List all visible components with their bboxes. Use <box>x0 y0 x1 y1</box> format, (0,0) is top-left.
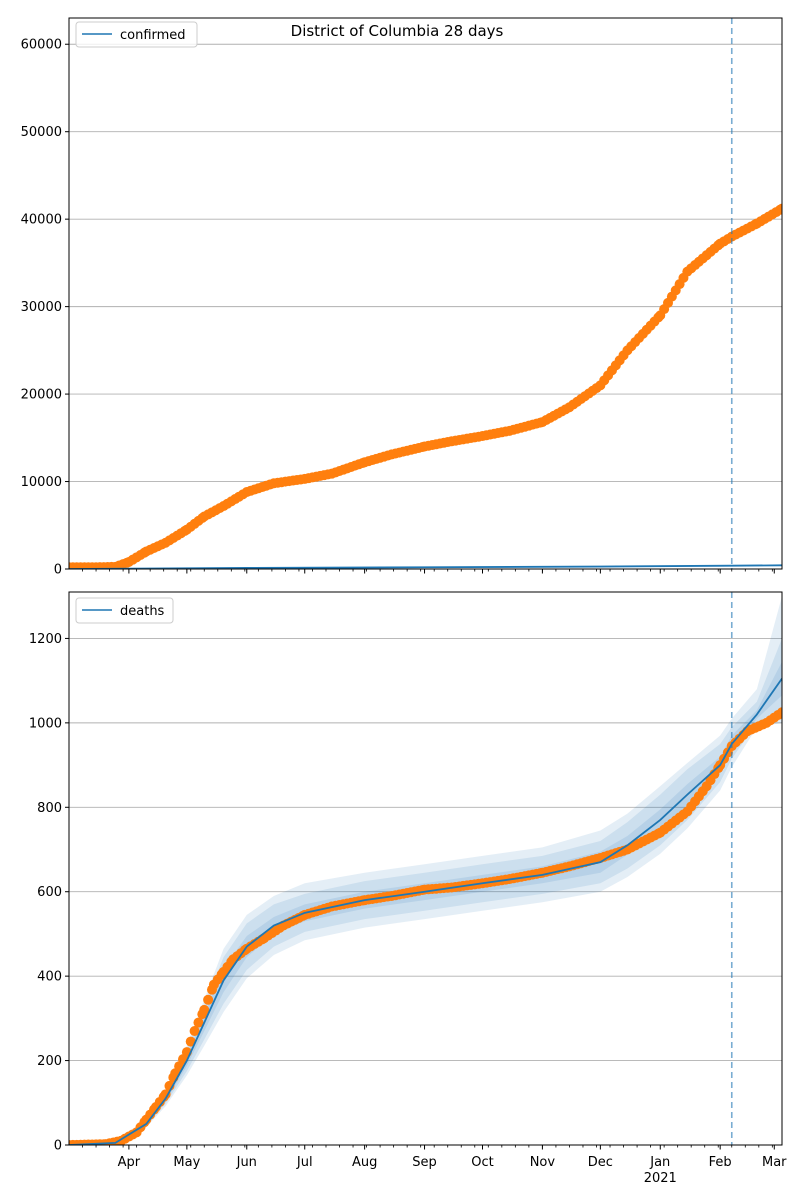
deaths-x-tick-label: May <box>173 1155 200 1170</box>
confirmed-model-line-path <box>69 564 782 569</box>
deaths-y-tick-label: 1200 <box>29 632 62 647</box>
deaths-y-tick-label: 1000 <box>29 716 62 731</box>
figure-title: District of Columbia 28 days <box>291 22 504 40</box>
deaths-x-tick-label: Jan <box>649 1155 670 1170</box>
confirmed-y-tick-label: 40000 <box>21 213 62 228</box>
deaths-panel: 0 200 400 600 800 1000 1200 Apr May Jun Jul Aug Sep… <box>29 591 787 1186</box>
deaths-plot-frame <box>68 591 783 1146</box>
confirmed-y-axis: 0 10000 20000 30000 40000 50000 60000 <box>21 38 69 578</box>
confirmed-observed-point <box>777 203 782 214</box>
deaths-y-tick-label: 600 <box>37 885 62 900</box>
deaths-observed-point <box>199 1004 210 1015</box>
deaths-y-tick-label: 0 <box>54 1139 62 1154</box>
deaths-x-tick-label: Sep <box>412 1155 437 1170</box>
deaths-observed-point <box>189 1026 200 1037</box>
deaths-x-tick-label: Nov <box>530 1155 556 1170</box>
confirmed-x-axis <box>82 569 775 574</box>
confirmed-model-line <box>69 564 782 569</box>
deaths-x-tick-label: Oct <box>471 1155 493 1170</box>
confirmed-plot-frame <box>68 17 783 570</box>
deaths-observed-point <box>193 1017 204 1028</box>
deaths-legend: deaths <box>75 597 174 624</box>
deaths-legend-label: deaths <box>120 604 165 619</box>
confirmed-y-tick-label: 0 <box>54 563 62 578</box>
confirmed-observed-points <box>69 203 782 569</box>
deaths-x-tick-label: Aug <box>352 1155 377 1170</box>
deaths-x-year-label: 2021 <box>644 1171 677 1186</box>
deaths-model-line-path <box>69 678 782 1145</box>
confirmed-y-tick-label: 50000 <box>21 125 62 140</box>
deaths-x-axis: Apr May Jun Jul Aug Sep Oct Nov Dec Jan Feb Mar 2021 <box>82 1145 787 1186</box>
deaths-y-tick-label: 200 <box>37 1054 62 1069</box>
confirmed-legend: confirmed <box>75 21 198 48</box>
confirmed-y-tick-label: 20000 <box>21 388 62 403</box>
deaths-x-tick-label: Jul <box>296 1155 313 1170</box>
deaths-x-tick-label: Dec <box>588 1155 613 1170</box>
deaths-x-tick-label: Jun <box>236 1155 257 1170</box>
confirmed-legend-label: confirmed <box>120 28 186 43</box>
deaths-y-tick-label: 400 <box>37 970 62 985</box>
deaths-x-tick-label: Mar <box>762 1155 787 1170</box>
deaths-observed-point <box>160 1089 171 1100</box>
confirmed-panel: 0 10000 20000 30000 40000 50000 60000 confirme… <box>21 17 783 578</box>
deaths-legend-box <box>75 597 174 624</box>
deaths-x-tick-label: Feb <box>709 1155 732 1170</box>
confirmed-legend-box <box>75 21 198 48</box>
deaths-observed-point <box>203 994 214 1005</box>
deaths-model-line <box>69 678 782 1145</box>
deaths-observed-point <box>777 707 782 718</box>
deaths-observed-point <box>185 1036 196 1047</box>
confirmed-y-tick-label: 10000 <box>21 475 62 490</box>
deaths-observed-points <box>69 707 782 1145</box>
deaths-y-tick-label: 800 <box>37 801 62 816</box>
confirmed-y-tick-label: 30000 <box>21 300 62 315</box>
confirmed-y-tick-label: 60000 <box>21 38 62 53</box>
deaths-x-tick-label: Apr <box>118 1155 141 1170</box>
deaths-band-0 <box>69 596 782 1145</box>
deaths-y-axis: 0 200 400 600 800 1000 1200 <box>29 632 69 1154</box>
